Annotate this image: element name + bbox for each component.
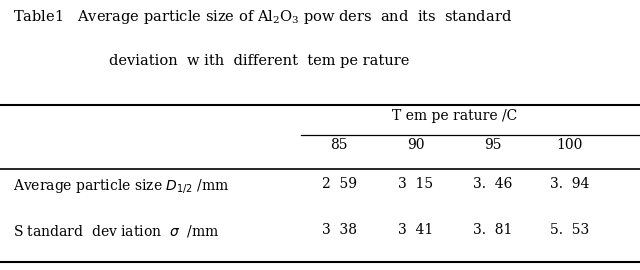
Text: 3.  81: 3. 81 xyxy=(473,223,513,237)
Text: Table1   Average particle size of A$\mathregular{l_2O_3}$ pow ders  and  its  st: Table1 Average particle size of A$\mathr… xyxy=(13,8,512,26)
Text: 95: 95 xyxy=(484,138,502,152)
Text: 3.  46: 3. 46 xyxy=(473,177,513,191)
Text: 3  15: 3 15 xyxy=(399,177,433,191)
Text: S tandard  dev iation  $\sigma$  /mm: S tandard dev iation $\sigma$ /mm xyxy=(13,223,220,239)
Text: 90: 90 xyxy=(407,138,425,152)
Text: T em pe rature /C: T em pe rature /C xyxy=(392,109,517,123)
Text: 3.  94: 3. 94 xyxy=(550,177,589,191)
Text: 3  41: 3 41 xyxy=(398,223,434,237)
Text: 3  38: 3 38 xyxy=(322,223,356,237)
Text: 2  59: 2 59 xyxy=(322,177,356,191)
Text: Average particle size $D_{1/2}$ /mm: Average particle size $D_{1/2}$ /mm xyxy=(13,177,229,195)
Text: deviation  w ith  different  tem pe rature: deviation w ith different tem pe rature xyxy=(109,54,409,68)
Text: 5.  53: 5. 53 xyxy=(550,223,589,237)
Text: 85: 85 xyxy=(330,138,348,152)
Text: 100: 100 xyxy=(556,138,583,152)
